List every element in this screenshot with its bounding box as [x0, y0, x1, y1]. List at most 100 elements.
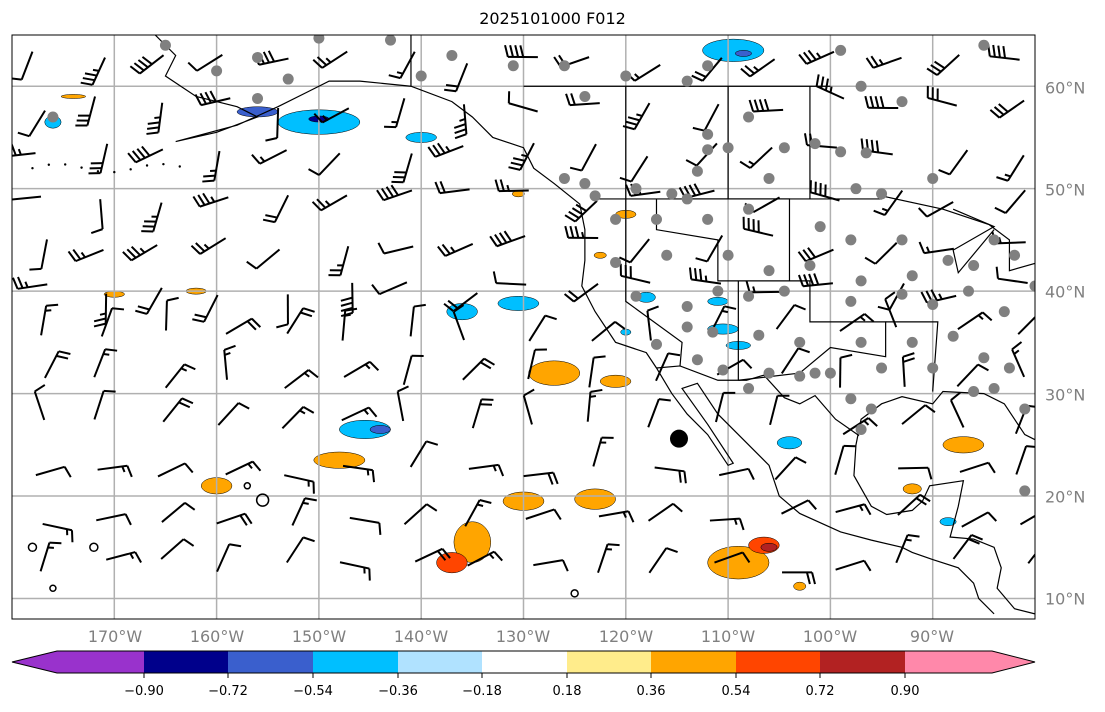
barb-feather	[202, 179, 215, 183]
barb-feather	[139, 247, 146, 254]
barb-feather	[29, 267, 42, 271]
wind-barb	[343, 360, 380, 378]
barb-feather	[46, 303, 59, 307]
wind-barb	[467, 550, 503, 567]
barb-feather	[137, 305, 150, 311]
barb-feather	[385, 186, 395, 198]
wind-barb	[507, 91, 538, 113]
barb-feather	[197, 194, 206, 206]
barb-staff	[33, 391, 46, 421]
wind-barb	[284, 474, 315, 494]
barb-feather	[998, 103, 1009, 113]
barb-feather	[121, 466, 126, 473]
wind-barb	[569, 143, 597, 172]
barb-feather	[563, 293, 575, 303]
coastline	[595, 195, 1035, 272]
barb-feather	[302, 406, 315, 414]
lon-label: 110°W	[700, 627, 756, 646]
barb-feather	[1, 145, 5, 156]
barb-feather	[859, 316, 866, 322]
barb-feather	[519, 45, 525, 58]
barb-feather	[246, 320, 257, 331]
barb-feather	[514, 45, 520, 58]
barb-feather	[192, 195, 201, 208]
wind-barb	[29, 239, 48, 271]
barb-feather	[998, 237, 1002, 244]
barb-staff	[1019, 514, 1035, 526]
barb-feather	[811, 572, 816, 585]
wind-barb	[938, 149, 969, 176]
wind-barb	[987, 44, 1020, 61]
barb-feather	[364, 363, 371, 370]
barb-feather	[748, 160, 755, 166]
barb-feather	[797, 347, 810, 354]
wind-barb	[286, 536, 315, 564]
wind-barb	[839, 313, 875, 332]
barb-staff	[655, 352, 670, 382]
barb-staff	[93, 390, 105, 420]
wind-barb	[17, 110, 46, 138]
barb-feather	[459, 118, 466, 122]
barb-staff	[884, 298, 898, 328]
barb-feather	[920, 291, 928, 304]
barb-feather	[450, 246, 456, 253]
wind-barb	[564, 225, 599, 240]
barb-feather	[434, 181, 441, 194]
barb-feather	[924, 404, 936, 414]
station-dot	[661, 249, 673, 261]
barb-feather	[493, 550, 503, 562]
station-dot	[743, 203, 755, 215]
barb-staff	[752, 196, 781, 213]
lon-label: 140°W	[393, 627, 449, 646]
barb-feather	[154, 116, 161, 120]
wind-barb	[190, 237, 227, 255]
wind-barb	[33, 384, 46, 421]
barb-feather	[441, 548, 451, 559]
wind-barb	[146, 102, 164, 135]
barb-feather	[251, 154, 261, 165]
wind-barb	[865, 55, 902, 69]
barb-feather	[137, 59, 149, 69]
station-dot	[860, 147, 872, 159]
lon-label: 170°W	[87, 627, 143, 646]
wind-barb	[313, 107, 350, 124]
barb-feather	[311, 201, 322, 212]
wind-barb	[739, 146, 773, 169]
wind-barb	[952, 534, 983, 560]
wind-barb	[926, 54, 960, 76]
barb-feather	[129, 552, 135, 560]
map-frame	[11, 34, 1036, 620]
wind-barb	[402, 354, 424, 386]
colorbar-tick-label: −0.36	[378, 684, 418, 699]
wind-barb	[835, 503, 872, 516]
wind-barb	[565, 93, 600, 107]
barb-feather	[803, 133, 808, 146]
colorbar-segment	[820, 651, 905, 673]
lat-label: 40°N	[1045, 282, 1086, 302]
colorbar-segment	[736, 651, 820, 673]
barb-staff	[1004, 189, 1026, 214]
barb-feather	[316, 198, 327, 209]
barb-feather	[685, 159, 698, 167]
island	[243, 482, 252, 490]
barb-feather	[93, 317, 107, 323]
wind-barb	[328, 246, 350, 277]
shaded-region	[760, 542, 778, 552]
barb-staff	[99, 199, 104, 230]
barb-feather	[483, 357, 495, 366]
barb-feather	[190, 244, 201, 255]
wind-barb	[284, 369, 319, 389]
barb-staff	[522, 395, 533, 425]
station-dot	[159, 39, 171, 51]
barb-feather	[521, 153, 528, 158]
wind-barb	[265, 107, 280, 142]
barb-staff	[591, 321, 616, 342]
barb-staff	[874, 242, 898, 265]
barb-feather	[313, 113, 324, 124]
wind-barb	[647, 398, 671, 428]
coastline	[687, 198, 791, 281]
barb-feather	[807, 247, 816, 258]
wind-barb	[797, 247, 834, 263]
barb-feather	[223, 344, 236, 351]
